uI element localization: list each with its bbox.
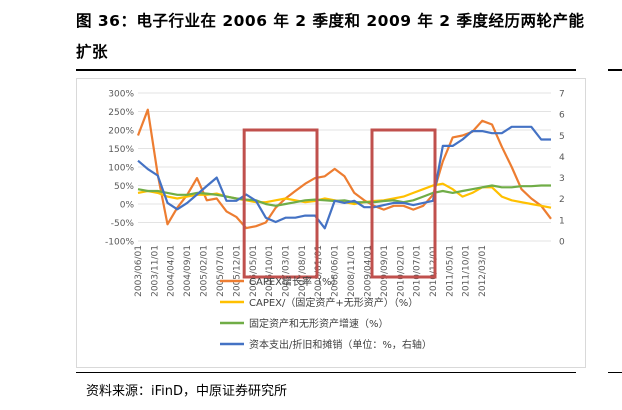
right-axis-tick-label: 1 bbox=[559, 216, 565, 226]
clipped-next-figure-source-rule bbox=[608, 372, 622, 373]
clipped-next-figure-rule bbox=[608, 69, 622, 71]
right-axis-tick-label: 3 bbox=[559, 174, 565, 184]
x-axis-tick-label: 2006/10/01 bbox=[265, 245, 275, 297]
source-note: 资料来源：iFinD，中原证券研究所 bbox=[86, 384, 288, 399]
x-axis-tick-label: 2007/03/01 bbox=[282, 245, 292, 297]
x-axis-tick-label: 2012/03/01 bbox=[478, 245, 488, 297]
x-axis-tick-label: 2004/04/01 bbox=[167, 245, 177, 297]
x-axis-tick-label: 2003/11/01 bbox=[150, 245, 160, 297]
left-axis-tick-label: 300% bbox=[108, 90, 134, 100]
figure-title: 图 36：电子行业在 2006 年 2 季度和 2009 年 2 季度经历两轮产… bbox=[76, 12, 585, 61]
legend-label-2: CAPEX/（固定资产+无形资产）（%） bbox=[249, 296, 418, 309]
x-axis-tick-label: 2005/07/01 bbox=[216, 245, 226, 297]
left-axis-tick-label: -50% bbox=[111, 219, 135, 229]
x-axis-tick-label: 2003/06/01 bbox=[134, 245, 144, 297]
x-axis-tick-label: 2008/06/01 bbox=[331, 245, 341, 297]
x-axis-tick-label: 2009/04/01 bbox=[363, 245, 373, 297]
source-rule bbox=[76, 372, 576, 373]
x-axis-tick-label: 2007/08/01 bbox=[298, 245, 308, 297]
x-axis-tick-label: 2008/11/01 bbox=[347, 245, 357, 297]
left-axis-tick-label: 200% bbox=[108, 127, 134, 137]
clipped-next-figure-title bbox=[606, 8, 622, 58]
x-axis-tick-label: 2005/12/01 bbox=[232, 245, 242, 297]
legend-label-3: 固定资产和无形资产增速（%） bbox=[249, 317, 389, 330]
legend-label-4: 资本支出/折旧和摊销（单位：%，右轴） bbox=[249, 338, 432, 351]
right-axis-tick-label: 5 bbox=[559, 132, 565, 142]
x-axis-tick-label: 2008/01/01 bbox=[314, 245, 324, 297]
right-axis-tick-label: 4 bbox=[559, 153, 565, 163]
title-rule bbox=[76, 69, 576, 71]
left-axis-tick-label: 50% bbox=[114, 182, 134, 192]
right-axis-tick-label: 7 bbox=[559, 90, 565, 100]
x-axis-tick-label: 2011/05/01 bbox=[445, 245, 455, 297]
electronics-capex-chart: -100% -50% 0% 50% 100% 150% 200% 250% 300% 0 1 2 3 4 5… bbox=[76, 78, 586, 368]
x-axis-tick-label: 2005/02/01 bbox=[200, 245, 210, 297]
left-axis-tick-label: -100% bbox=[105, 238, 134, 248]
x-axis-tick-label: 2010/02/01 bbox=[396, 245, 406, 297]
legend-label-1: CAPEX增长率（%） bbox=[249, 275, 342, 288]
right-axis-tick-label: 0 bbox=[559, 238, 565, 248]
highlight-box-2 bbox=[370, 128, 437, 279]
series-line-1 bbox=[136, 108, 552, 230]
x-axis-tick-label: 2010/07/01 bbox=[413, 245, 423, 297]
highlight-box-1 bbox=[242, 128, 319, 279]
left-axis-tick-label: 100% bbox=[108, 164, 134, 174]
x-axis-tick-label: 2006/05/01 bbox=[249, 245, 259, 297]
right-axis-tick-label: 6 bbox=[559, 111, 565, 121]
series-line-3 bbox=[137, 184, 551, 207]
left-axis-tick-label: 0% bbox=[120, 201, 135, 211]
right-axis-tick-label: 2 bbox=[559, 195, 565, 205]
left-axis-tick-label: 150% bbox=[108, 145, 134, 155]
left-axis-tick-label: 250% bbox=[108, 108, 134, 118]
series-line-4 bbox=[137, 125, 551, 230]
x-axis-tick-label: 2004/09/01 bbox=[183, 245, 193, 297]
x-axis-tick-label: 2011/10/01 bbox=[462, 245, 472, 297]
x-axis-tick-label: 2009/09/01 bbox=[380, 245, 390, 297]
